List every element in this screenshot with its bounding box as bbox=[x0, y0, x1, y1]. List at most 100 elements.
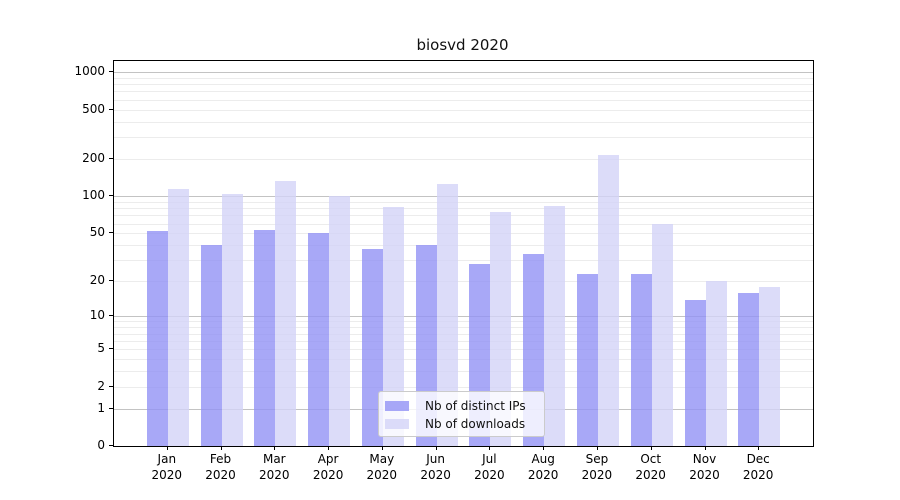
bar-apr-distinct-ips bbox=[308, 233, 330, 446]
x-tick-label-aug: Aug 2020 bbox=[527, 452, 559, 482]
y-tick-label: 20 bbox=[89, 273, 105, 288]
x-tick-label-feb: Feb 2020 bbox=[205, 452, 236, 482]
bar-nov-distinct-ips bbox=[684, 299, 706, 446]
y-tick-mark bbox=[109, 280, 113, 282]
x-tick-label-oct: Oct 2020 bbox=[635, 452, 666, 482]
legend-item-downloads: Nb of downloads bbox=[385, 415, 544, 433]
x-tick-mark bbox=[543, 446, 545, 450]
bar-feb-distinct-ips bbox=[200, 245, 222, 446]
bar-feb-downloads bbox=[221, 194, 243, 446]
minor-gridline bbox=[114, 84, 813, 86]
x-tick-label-sep: Sep 2020 bbox=[581, 452, 613, 482]
y-tick-mark bbox=[109, 315, 113, 317]
bar-mar-downloads bbox=[275, 181, 297, 446]
y-tick-label: 2 bbox=[97, 378, 105, 393]
minor-gridline bbox=[114, 386, 813, 388]
minor-gridline bbox=[114, 223, 813, 225]
x-tick-mark bbox=[328, 446, 330, 450]
y-tick-mark bbox=[109, 108, 113, 110]
x-tick-label-jan: Jan 2020 bbox=[151, 452, 183, 482]
y-tick-label: 100 bbox=[82, 188, 105, 203]
y-tick-label: 5 bbox=[97, 341, 105, 355]
minor-gridline bbox=[114, 340, 813, 342]
y-tick-label: 1 bbox=[97, 400, 105, 415]
minor-gridline bbox=[114, 371, 813, 372]
minor-gridline bbox=[114, 233, 813, 235]
plot-area bbox=[113, 60, 814, 447]
minor-gridline bbox=[114, 99, 813, 101]
y-tick-mark bbox=[109, 348, 113, 349]
minor-gridline bbox=[114, 358, 813, 360]
minor-gridline bbox=[114, 349, 813, 350]
bar-oct-downloads bbox=[651, 223, 673, 446]
y-tick-mark bbox=[109, 232, 113, 234]
legend-item-distinct-ips: Nb of distinct IPs bbox=[385, 397, 544, 415]
minor-gridline bbox=[114, 109, 813, 111]
x-tick-mark bbox=[381, 446, 383, 450]
bar-aug-downloads bbox=[544, 206, 566, 446]
y-tick-label: 10 bbox=[89, 308, 105, 323]
x-tick-label-apr: Apr 2020 bbox=[312, 452, 344, 482]
x-tick-mark bbox=[758, 446, 760, 450]
minor-gridline bbox=[114, 159, 813, 160]
x-tick-mark bbox=[435, 446, 437, 450]
bar-jun-downloads bbox=[436, 183, 458, 446]
minor-gridline bbox=[114, 201, 813, 203]
bar-jan-distinct-ips bbox=[146, 231, 168, 446]
legend-label-distinct-ips: Nb of distinct IPs bbox=[425, 399, 526, 413]
y-tick-mark bbox=[109, 385, 113, 387]
y-tick-mark bbox=[109, 71, 113, 73]
x-tick-label-mar: Mar 2020 bbox=[259, 452, 290, 482]
bar-jan-downloads bbox=[167, 189, 189, 446]
bar-apr-downloads bbox=[329, 196, 351, 446]
minor-gridline bbox=[114, 245, 813, 246]
bar-nov-downloads bbox=[705, 281, 727, 446]
x-tick-label-jul: Jul 2020 bbox=[474, 452, 505, 482]
minor-gridline bbox=[114, 91, 813, 93]
minor-gridline bbox=[114, 333, 813, 335]
bar-dec-downloads bbox=[759, 286, 781, 446]
major-gridline bbox=[114, 196, 813, 198]
legend-label-downloads: Nb of downloads bbox=[425, 417, 526, 431]
y-tick-label: 1000 bbox=[74, 64, 105, 79]
minor-gridline bbox=[114, 215, 813, 217]
legend: Nb of distinct IPs Nb of downloads bbox=[378, 391, 545, 437]
bar-dec-distinct-ips bbox=[738, 292, 760, 446]
y-tick-label: 500 bbox=[82, 101, 105, 116]
x-tick-mark bbox=[274, 446, 276, 450]
y-tick-mark bbox=[109, 407, 113, 409]
bar-may-distinct-ips bbox=[361, 249, 383, 446]
x-tick-mark bbox=[220, 446, 222, 450]
bar-oct-distinct-ips bbox=[630, 274, 652, 446]
minor-gridline bbox=[114, 137, 813, 139]
y-tick-mark bbox=[109, 158, 113, 159]
major-gridline bbox=[114, 316, 813, 318]
x-tick-label-jun: Jun 2020 bbox=[420, 452, 451, 482]
minor-gridline bbox=[114, 121, 813, 123]
x-tick-mark bbox=[650, 446, 652, 450]
minor-gridline bbox=[114, 208, 813, 210]
x-tick-mark bbox=[704, 446, 706, 450]
x-tick-mark bbox=[166, 446, 168, 450]
bar-may-downloads bbox=[382, 206, 404, 446]
y-tick-mark bbox=[109, 195, 113, 197]
bar-mar-distinct-ips bbox=[254, 230, 276, 446]
x-tick-label-may: May 2020 bbox=[366, 452, 398, 482]
bar-sep-distinct-ips bbox=[576, 274, 598, 446]
y-tick-label: 200 bbox=[82, 151, 105, 165]
x-tick-mark bbox=[489, 446, 491, 450]
bar-jul-downloads bbox=[490, 212, 512, 446]
minor-gridline bbox=[114, 321, 813, 323]
legend-swatch-downloads-icon bbox=[385, 419, 409, 429]
x-tick-label-dec: Dec 2020 bbox=[742, 452, 774, 482]
minor-gridline bbox=[114, 327, 813, 329]
bar-sep-downloads bbox=[597, 155, 619, 446]
x-tick-mark bbox=[596, 446, 598, 450]
minor-gridline bbox=[114, 281, 813, 283]
x-tick-label-nov: Nov 2020 bbox=[689, 452, 720, 482]
chart-title: biosvd 2020 bbox=[416, 36, 509, 54]
minor-gridline bbox=[114, 77, 813, 79]
y-tick-label: 50 bbox=[89, 225, 105, 240]
y-tick-mark bbox=[109, 445, 113, 446]
